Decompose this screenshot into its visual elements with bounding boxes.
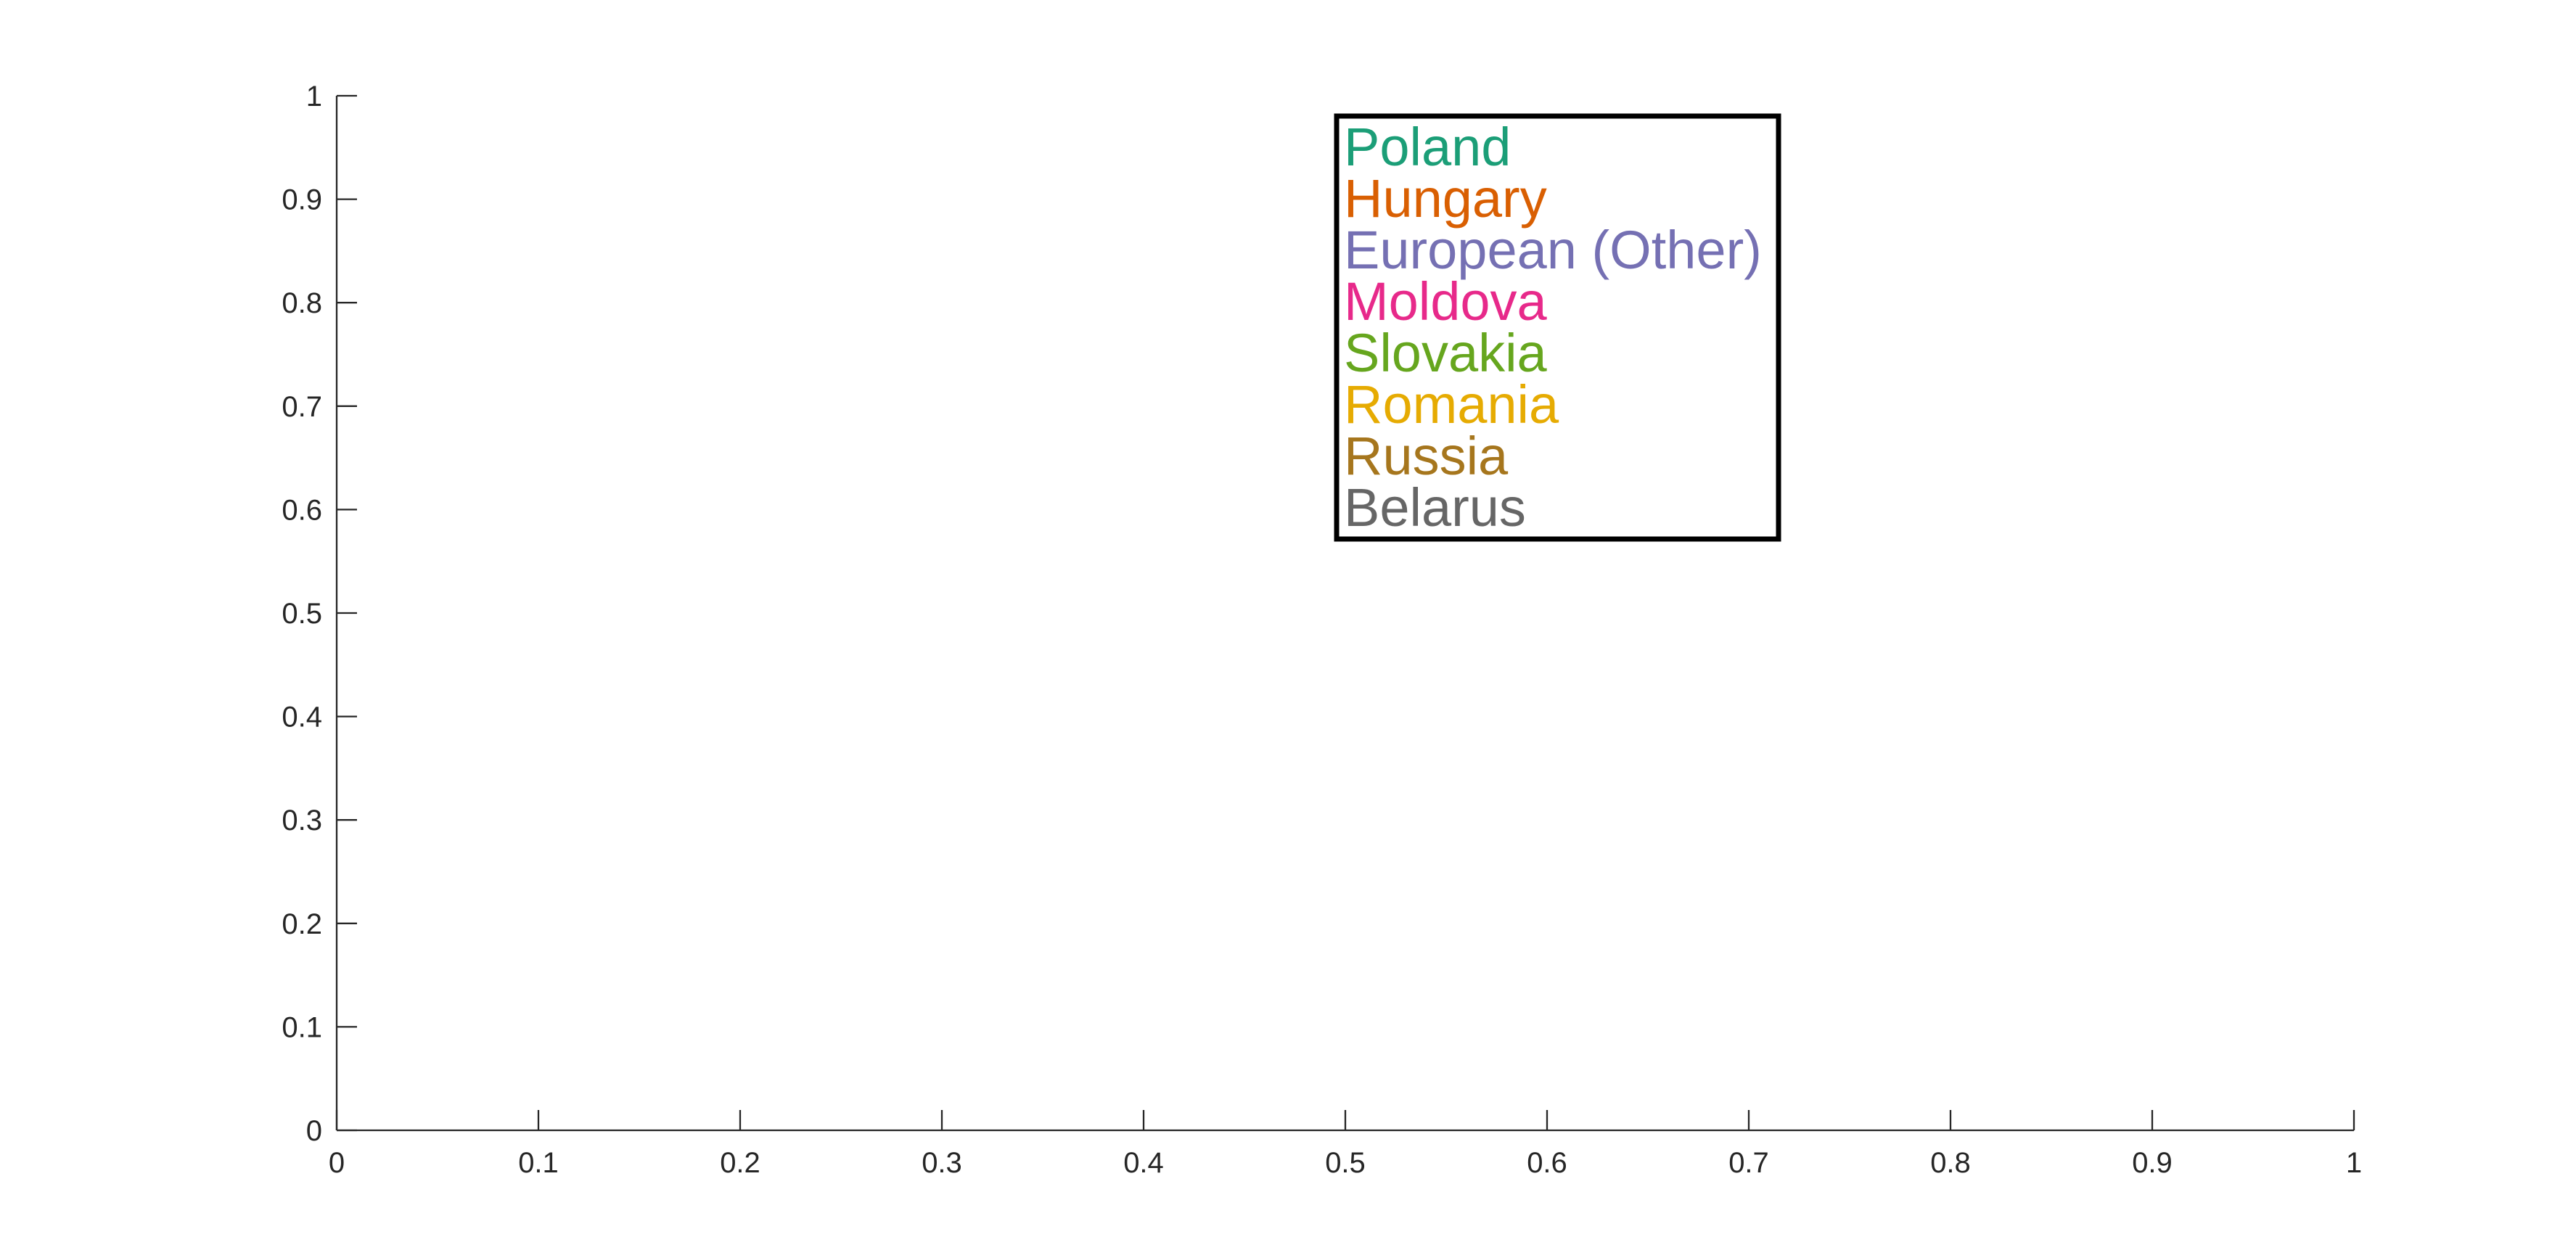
x-tick-label: 0.1 [518, 1147, 559, 1179]
x-tick-label: 0 [329, 1147, 345, 1179]
legend-entry: Russia [1344, 426, 1509, 486]
legend-entry: Hungary [1344, 168, 1547, 229]
x-tick-label: 0.5 [1325, 1147, 1366, 1179]
y-tick-label: 0.4 [282, 702, 322, 733]
legend-entry: Moldova [1344, 271, 1548, 332]
y-tick-label: 0.9 [282, 184, 322, 216]
y-ticks: 0 0.1 0.2 0.3 0.4 0.5 0.6 0.7 0.8 0.9 1 [282, 81, 357, 1147]
x-tick-label: 0.4 [1123, 1147, 1164, 1179]
axes: 0 0.1 0.2 0.3 0.4 0.5 0.6 0.7 0.8 0.9 1 0 0.1 0.2 0.3… [282, 81, 2362, 1179]
y-tick-label: 0.3 [282, 805, 322, 836]
x-tick-label: 0.8 [1930, 1147, 1971, 1179]
y-tick-label: 0.7 [282, 391, 322, 423]
legend-entry: Slovakia [1344, 323, 1548, 383]
legend-entry: Poland [1344, 117, 1511, 177]
x-ticks: 0 0.1 0.2 0.3 0.4 0.5 0.6 0.7 0.8 0.9 1 [329, 1110, 2362, 1179]
x-tick-label: 0.6 [1527, 1147, 1567, 1179]
y-tick-label: 0.1 [282, 1011, 322, 1043]
y-tick-label: 0 [306, 1115, 322, 1147]
x-tick-label: 1 [2346, 1147, 2362, 1179]
x-tick-label: 0.7 [1728, 1147, 1769, 1179]
x-tick-label: 0.3 [922, 1147, 962, 1179]
x-tick-label: 0.2 [720, 1147, 760, 1179]
x-tick-label: 0.9 [2132, 1147, 2173, 1179]
y-tick-label: 0.6 [282, 494, 322, 526]
y-tick-label: 0.2 [282, 908, 322, 940]
y-tick-label: 1 [306, 81, 322, 112]
legend-entry: European (Other) [1344, 220, 1762, 280]
legend-entry: Belarus [1344, 477, 1526, 538]
legend-box [1334, 113, 1781, 542]
y-tick-label: 0.8 [282, 287, 322, 319]
legend-entry: Romania [1344, 374, 1559, 435]
y-tick-label: 0.5 [282, 598, 322, 630]
